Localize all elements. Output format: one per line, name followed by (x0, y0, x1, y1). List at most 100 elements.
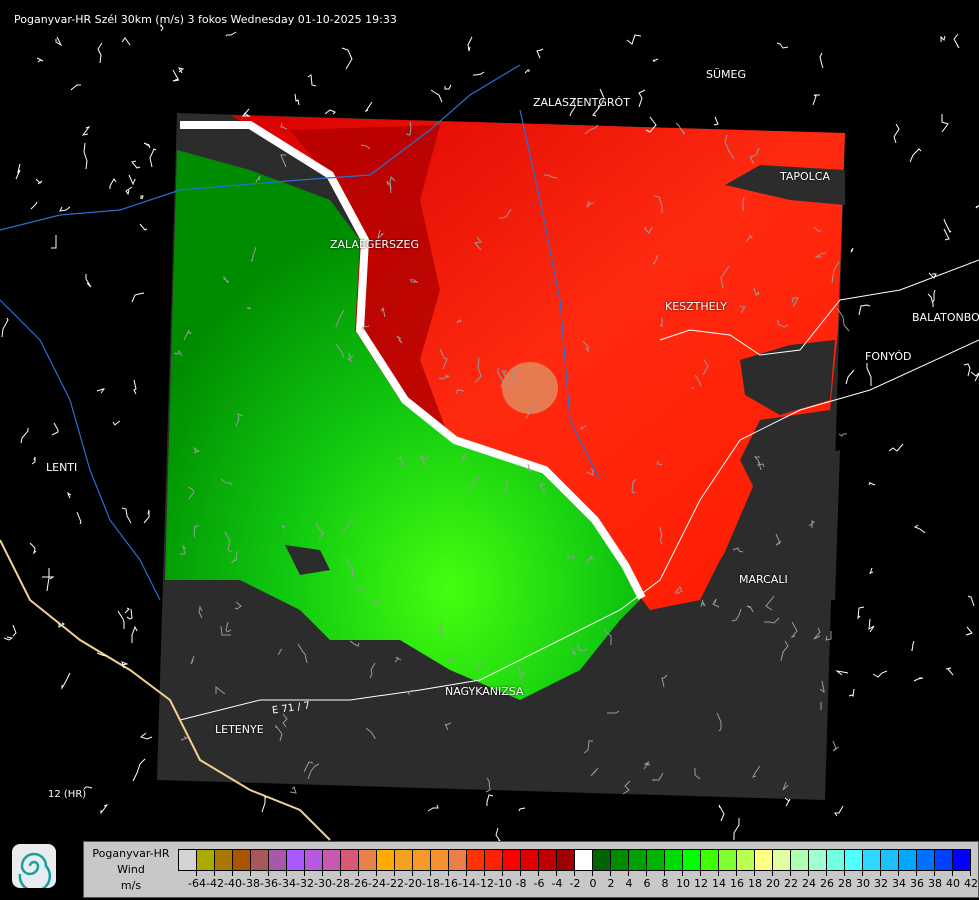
settlement-outline (121, 507, 132, 524)
settlement-outline (777, 320, 789, 328)
legend-tick-label: -36 (260, 877, 278, 890)
settlement-outline (360, 144, 371, 150)
settlement-outline (812, 94, 820, 106)
settlement-outline (35, 178, 43, 185)
legend-swatch (377, 850, 395, 870)
legend-tick-label: 4 (625, 877, 633, 890)
settlement-outline (474, 236, 482, 251)
settlement-outline (409, 278, 419, 283)
legend-swatch (701, 850, 719, 870)
settlement-outline (645, 116, 657, 133)
border-line (0, 539, 331, 841)
settlement-outline (790, 621, 798, 639)
settlement-outline (362, 325, 370, 330)
settlement-outline (83, 786, 93, 790)
settlement-outline (215, 685, 226, 695)
settlement-outline (55, 36, 63, 47)
settlement-outline (644, 226, 653, 234)
settlement-outline (524, 402, 536, 419)
settlement-outline (838, 433, 847, 437)
settlement-outline (117, 610, 125, 629)
settlement-outline (250, 246, 257, 263)
legend-tick (718, 870, 719, 876)
legend-swatch (323, 850, 341, 870)
settlement-outline (745, 234, 754, 243)
settlement-outline (467, 36, 473, 52)
settlement-outline (430, 89, 443, 103)
settlement-outline (190, 655, 195, 665)
legend-swatch (737, 850, 755, 870)
settlement-outline (603, 628, 612, 645)
legend-tick (826, 870, 827, 876)
legend-swatch (233, 850, 251, 870)
settlement-outline (128, 174, 136, 186)
settlement-outline (814, 252, 827, 258)
legend-swatch (881, 850, 899, 870)
settlement-outline (836, 307, 850, 332)
settlement-outline (198, 605, 203, 619)
settlement-outline (12, 624, 17, 637)
settlement-outline (193, 525, 199, 539)
settlement-outline (406, 689, 413, 696)
settlement-outline (742, 196, 745, 211)
settlement-outline (940, 35, 946, 42)
settlement-outline (365, 727, 376, 739)
settlement-outline (131, 160, 141, 169)
legend-swatch (179, 850, 197, 870)
settlement-outline (967, 595, 975, 607)
settlement-outline (343, 521, 355, 532)
city-label: LENTI (46, 461, 78, 474)
legend-tick (376, 870, 377, 876)
legend-tick (232, 870, 233, 876)
legend-swatch (647, 850, 665, 870)
settlement-outline (569, 97, 576, 117)
settlement-outline (622, 780, 631, 795)
legend-tick (304, 870, 305, 876)
settlement-outline (139, 223, 148, 231)
legend-swatch (251, 850, 269, 870)
settlement-outline (469, 477, 481, 490)
settlement-outline (813, 627, 821, 640)
settlement-outline (59, 206, 71, 212)
settlement-outline (544, 174, 558, 179)
legend-tick (250, 870, 251, 876)
velocity-folding-boundary (180, 121, 646, 600)
lake-balaton-shore (659, 259, 979, 356)
legend-tick (556, 870, 557, 876)
settlement-outline (963, 363, 971, 377)
settlement-outline (746, 605, 754, 613)
settlement-outline (66, 491, 72, 499)
legend-tick (358, 870, 359, 876)
legend-tick-label: 0 (589, 877, 597, 890)
city-label: LETENYE (215, 723, 264, 736)
color-legend: Poganyvar-HR Wind m/s -64 -42 -40 -38 -36 -34… (83, 841, 979, 898)
legend-tick (682, 870, 683, 876)
legend-tick (502, 870, 503, 876)
motorway-m7 (179, 339, 979, 721)
settlement-outline (370, 599, 383, 605)
settlement-outline (315, 522, 324, 540)
settlement-outline (85, 274, 92, 288)
settlement-outline (776, 42, 789, 49)
settlement-outline (132, 758, 146, 782)
legend-swatch (773, 850, 791, 870)
settlement-outline (570, 646, 577, 656)
legend-tick-label: -16 (440, 877, 458, 890)
settlement-outline (473, 71, 485, 76)
legend-tick-label: 16 (730, 877, 744, 890)
settlement-outline (180, 736, 189, 741)
settlement-outline (58, 622, 66, 628)
legend-tick-label: 22 (784, 877, 798, 890)
legend-tick-label: 18 (748, 877, 762, 890)
settlement-outline (349, 640, 360, 647)
city-label: MARCALI (739, 573, 788, 586)
settlement-outline (576, 642, 588, 652)
legend-tick (610, 870, 611, 876)
settlement-outline (868, 481, 876, 486)
settlement-outline (234, 601, 242, 610)
legend-ticks: -64 -42 -40 -38 -36 -34 -32 -30 -28 -26 -24 -22 -20-… (178, 870, 978, 900)
city-label: BALATONBO (912, 311, 979, 324)
legend-tick-label: 6 (643, 877, 651, 890)
settlement-outline (941, 114, 949, 133)
settlement-outline (813, 226, 821, 232)
